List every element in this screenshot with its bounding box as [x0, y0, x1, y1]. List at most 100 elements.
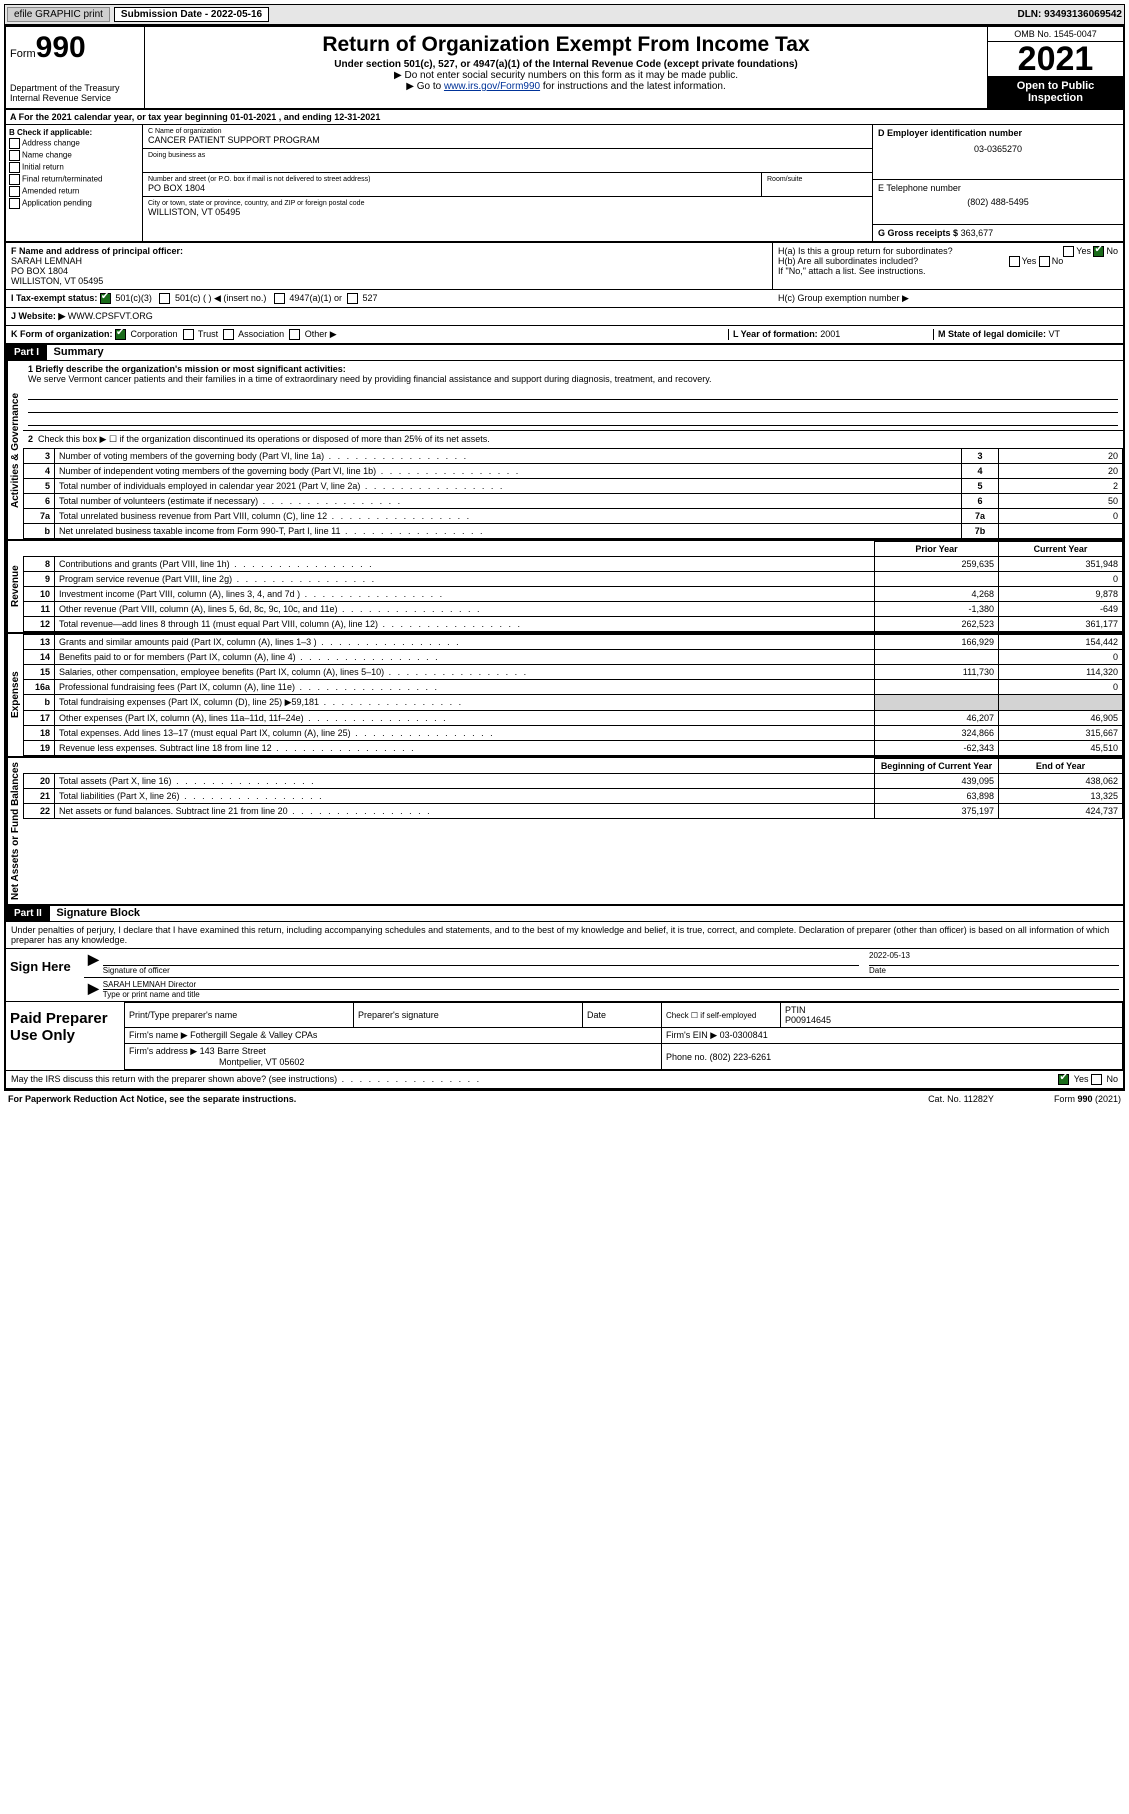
part-1-header: Part I — [6, 345, 47, 360]
prep-name-label: Print/Type preparer's name — [125, 1003, 354, 1028]
chk-corporation[interactable] — [115, 329, 126, 340]
col-current: Current Year — [999, 542, 1123, 557]
chk-trust[interactable] — [183, 329, 194, 340]
sig-date: 2022-05-13 — [869, 951, 1119, 966]
line-i-label: I Tax-exempt status: — [11, 293, 97, 303]
arrow-icon: ▶ — [88, 980, 99, 999]
org-city: WILLISTON, VT 05495 — [148, 207, 867, 217]
dba-label: Doing business as — [148, 152, 867, 159]
form-header: Form990 Department of the Treasury Inter… — [6, 27, 1123, 110]
vlabel-expenses: Expenses — [6, 634, 23, 756]
website: WWW.CPSFVT.ORG — [68, 311, 153, 322]
chk-4947[interactable] — [274, 293, 285, 304]
box-g-label: G Gross receipts $ — [878, 228, 958, 238]
chk-initial-return[interactable]: Initial return — [9, 162, 139, 173]
sign-here-label: Sign Here — [6, 949, 84, 1001]
paid-preparer-label: Paid Preparer Use Only — [6, 1002, 124, 1070]
firm-ein: 03-0300841 — [720, 1030, 768, 1040]
vlabel-net: Net Assets or Fund Balances — [6, 758, 23, 904]
arrow-icon: ▶ — [88, 951, 99, 975]
line-k-label: K Form of organization: — [11, 329, 113, 339]
form-title: Return of Organization Exempt From Incom… — [153, 33, 979, 57]
box-d-label: D Employer identification number — [878, 128, 1118, 138]
firm-addr2: Montpelier, VT 05602 — [219, 1057, 304, 1067]
firm-name: Fothergill Segale & Valley CPAs — [190, 1030, 317, 1040]
expenses-table: 13Grants and similar amounts paid (Part … — [23, 634, 1123, 756]
form-container: Form990 Department of the Treasury Inter… — [4, 25, 1125, 1090]
preparer-table: Print/Type preparer's name Preparer's si… — [124, 1002, 1123, 1070]
vlabel-revenue: Revenue — [6, 541, 23, 632]
open-inspection: Open to Public Inspection — [988, 76, 1123, 108]
chk-application-pending[interactable]: Application pending — [9, 198, 139, 209]
chk-address-change[interactable]: Address change — [9, 138, 139, 149]
chk-name-change[interactable]: Name change — [9, 150, 139, 161]
chk-amended-return[interactable]: Amended return — [9, 186, 139, 197]
firm-phone-label: Phone no. — [666, 1052, 707, 1062]
h-c: H(c) Group exemption number ▶ — [778, 293, 1118, 304]
chk-501c3[interactable] — [100, 293, 111, 304]
h-b: H(b) Are all subordinates included? Yes … — [778, 256, 1118, 266]
sig-date-label: Date — [869, 966, 886, 975]
box-f-label: F Name and address of principal officer: — [11, 246, 183, 256]
box-c-name-label: C Name of organization — [148, 128, 867, 135]
chk-other[interactable] — [289, 329, 300, 340]
chk-discuss-no[interactable] — [1091, 1074, 1102, 1085]
sign-here-block: Sign Here ▶ Signature of officer 2022-05… — [6, 949, 1123, 1002]
line-2: Check this box ▶ ☐ if the organization d… — [38, 434, 490, 444]
part-2-title: Signature Block — [52, 907, 140, 919]
vlabel-governance: Activities & Governance — [6, 361, 23, 539]
officer-addr1: PO BOX 1804 — [11, 266, 68, 276]
ptin-label: PTIN — [785, 1005, 806, 1015]
firm-name-label: Firm's name ▶ — [129, 1030, 188, 1040]
city-label: City or town, state or province, country… — [148, 200, 867, 207]
goto-note: ▶ Go to www.irs.gov/Form990 for instruct… — [153, 81, 979, 92]
revenue-table: Prior Year Current Year 8Contributions a… — [23, 541, 1123, 632]
governance-table: 3Number of voting members of the governi… — [23, 448, 1123, 539]
cat-no: Cat. No. 11282Y — [928, 1094, 994, 1104]
footer: For Paperwork Reduction Act Notice, see … — [4, 1090, 1125, 1107]
mission-text: We serve Vermont cancer patients and the… — [28, 374, 712, 384]
top-bar: efile GRAPHIC print Submission Date - 20… — [4, 4, 1125, 25]
sig-officer-label: Signature of officer — [103, 966, 170, 975]
line-j-label: J Website: ▶ — [11, 311, 65, 322]
pra-notice: For Paperwork Reduction Act Notice, see … — [8, 1094, 296, 1104]
chk-527[interactable] — [347, 293, 358, 304]
chk-discuss-yes[interactable] — [1058, 1074, 1069, 1085]
col-prior: Prior Year — [875, 542, 999, 557]
ptin: P00914645 — [785, 1015, 831, 1025]
ein: 03-0365270 — [878, 144, 1118, 154]
prep-date-label: Date — [583, 1003, 662, 1028]
state-domicile: VT — [1049, 329, 1061, 339]
gross-receipts: 363,677 — [961, 228, 994, 238]
sig-name: SARAH LEMNAH Director — [103, 980, 1119, 990]
firm-phone: (802) 223-6261 — [710, 1052, 772, 1062]
box-e-label: E Telephone number — [878, 183, 1118, 193]
chk-501c[interactable] — [159, 293, 170, 304]
mission-q: 1 Briefly describe the organization's mi… — [23, 361, 1123, 387]
year-formation: 2001 — [820, 329, 840, 339]
submission-date: Submission Date - 2022-05-16 — [114, 7, 269, 22]
firm-ein-label: Firm's EIN ▶ — [666, 1030, 717, 1040]
dept-treasury: Department of the Treasury — [10, 83, 140, 93]
h-a: H(a) Is this a group return for subordin… — [778, 246, 1118, 256]
chk-final-return[interactable]: Final return/terminated — [9, 174, 139, 185]
form-subtitle: Under section 501(c), 527, or 4947(a)(1)… — [153, 59, 979, 70]
firm-addr1: 143 Barre Street — [200, 1046, 266, 1056]
tax-year: 2021 — [988, 42, 1123, 76]
box-b-title: B Check if applicable: — [9, 128, 139, 137]
part-1-title: Summary — [50, 346, 104, 358]
col-begin: Beginning of Current Year — [875, 759, 999, 774]
prep-self-emp: Check ☐ if self-employed — [662, 1003, 781, 1028]
row-a-period: A For the 2021 calendar year, or tax yea… — [6, 110, 1123, 125]
addr-label: Number and street (or P.O. box if mail i… — [148, 176, 756, 183]
efile-print-button[interactable]: efile GRAPHIC print — [7, 7, 110, 22]
chk-association[interactable] — [223, 329, 234, 340]
prep-sig-label: Preparer's signature — [354, 1003, 583, 1028]
col-end: End of Year — [999, 759, 1123, 774]
phone: (802) 488-5495 — [878, 197, 1118, 207]
line-l-label: L Year of formation: — [733, 329, 818, 339]
form-number: Form990 — [10, 31, 140, 65]
irs-link[interactable]: www.irs.gov/Form990 — [444, 81, 540, 92]
room-label: Room/suite — [767, 176, 867, 183]
part-2-header: Part II — [6, 906, 50, 921]
